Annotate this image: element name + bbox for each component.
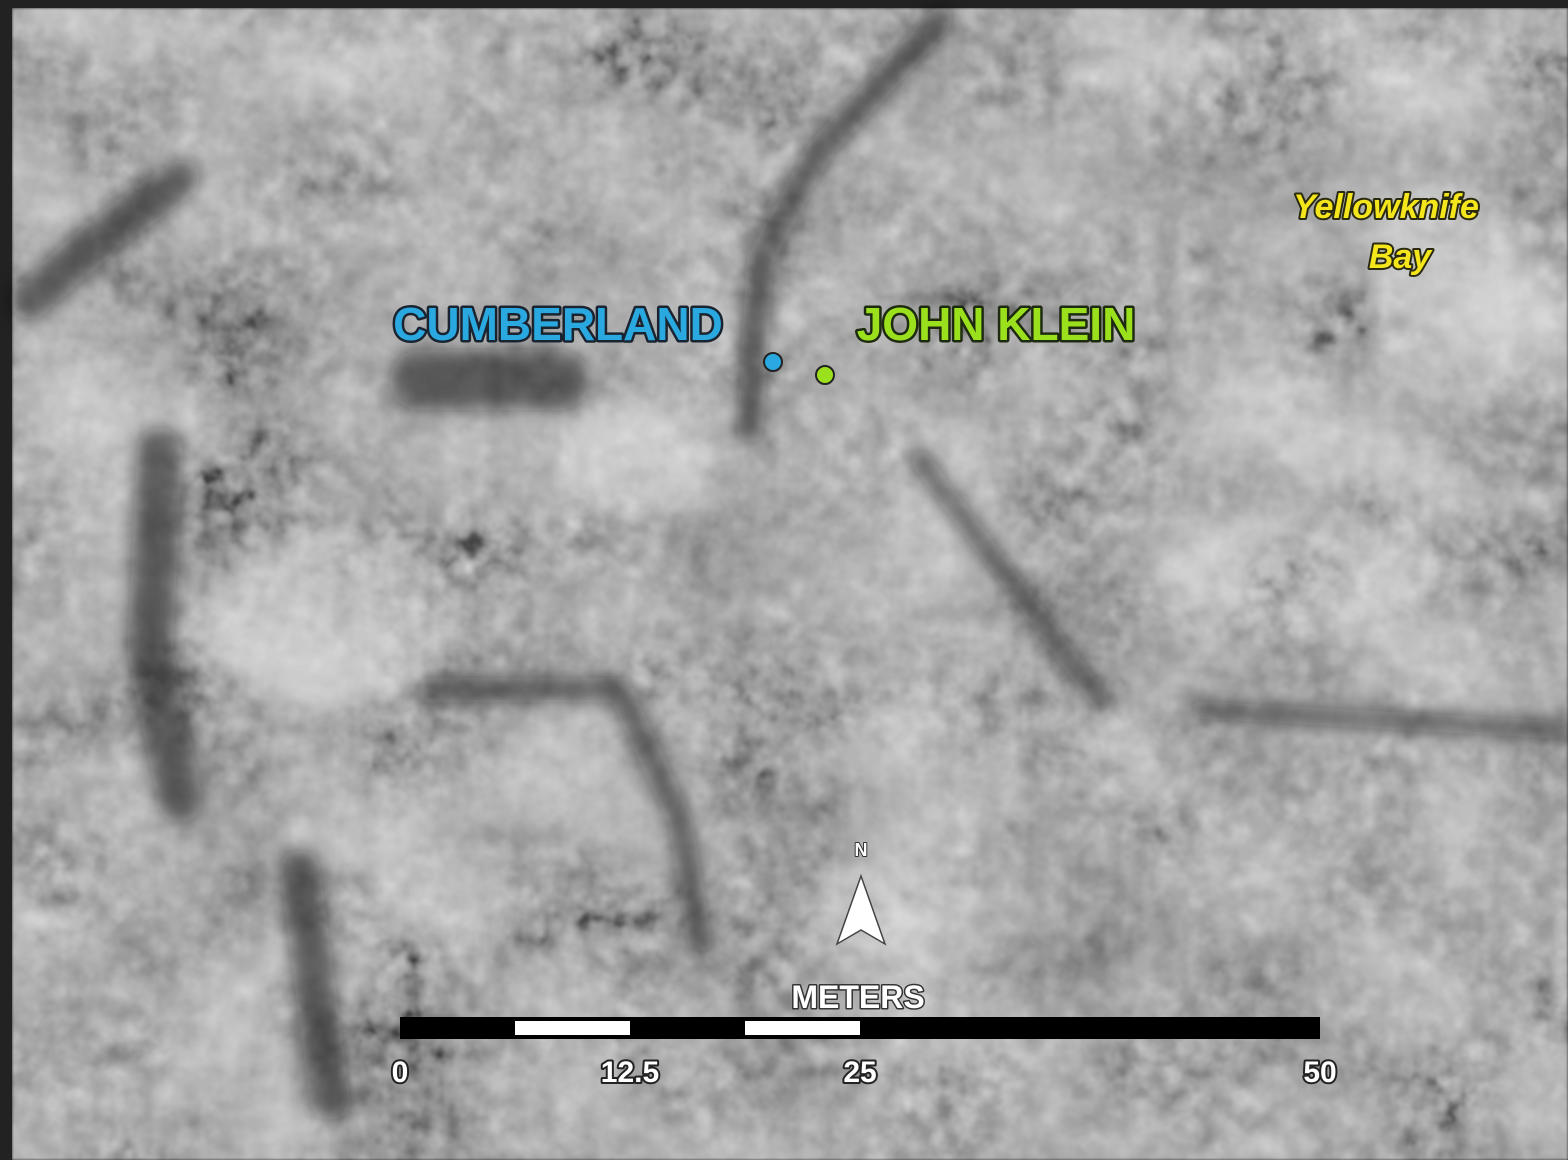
- scale-bar: 0 12.5 25 50: [390, 1017, 1339, 1091]
- scale-tick-label: 0: [392, 1056, 409, 1089]
- light-patches: [210, 180, 1530, 710]
- site-label: JOHN KLEIN: [857, 298, 1136, 350]
- scale-tick-label: 50: [1303, 1056, 1336, 1089]
- dark-ridges: [10, 7, 1568, 1120]
- scale-tick-label: 12.5: [601, 1056, 659, 1089]
- site-marker: [815, 365, 835, 385]
- scale-tick-label: 25: [843, 1056, 876, 1089]
- region-label: Yellowknife: [1293, 188, 1479, 226]
- scale-segment: [745, 1021, 860, 1035]
- north-label: N: [855, 840, 868, 860]
- north-arrow: [835, 873, 887, 946]
- region-label: Bay: [1369, 238, 1433, 276]
- site-label: CUMBERLAND: [393, 298, 723, 350]
- scale-unit: METERS: [791, 979, 924, 1015]
- site-marker: [763, 352, 783, 372]
- scale-segment: [515, 1021, 630, 1035]
